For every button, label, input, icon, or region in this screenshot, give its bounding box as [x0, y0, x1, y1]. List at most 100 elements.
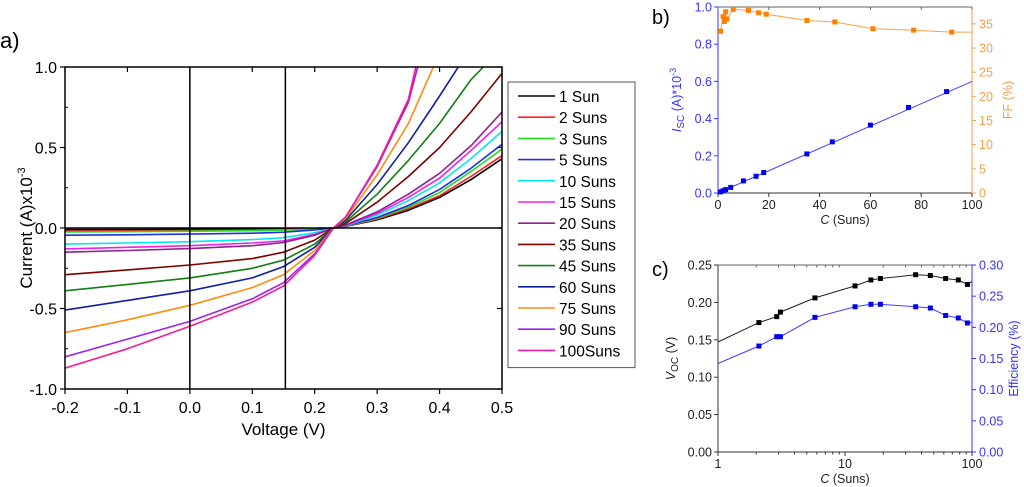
x-tick-label: 0 — [715, 198, 722, 212]
voc-data-point — [756, 320, 762, 326]
voc-data-point — [913, 272, 919, 278]
y-right-tick-label: 30 — [979, 42, 993, 56]
efficiency-data-point — [927, 305, 933, 311]
ff-data-point — [745, 7, 751, 13]
legend-label: 10 Suns — [559, 174, 616, 191]
x-tick-label: 100 — [962, 198, 983, 212]
ff-data-point — [718, 28, 724, 34]
voc-data-point — [955, 277, 961, 283]
panel-b: b) 0 20 40 60 80 100 0.0 0.2 0.4 0.6 0.8 1.0 0 5 10 15 20… — [652, 1, 1015, 228]
efficiency-data-point — [756, 343, 762, 349]
ff-data-point — [911, 27, 917, 33]
legend-box — [507, 81, 636, 369]
ff-data-point — [832, 19, 838, 25]
ff-data-point — [723, 9, 729, 15]
y-right-tick-label: 35 — [979, 17, 993, 31]
legend-label: 35 Suns — [559, 237, 616, 254]
x-tick-label: 0.1 — [241, 400, 263, 417]
efficiency-data-point — [774, 334, 780, 340]
x-axis-label-rest: (Suns) — [829, 213, 869, 227]
voc-data-point — [877, 275, 883, 281]
legend-label: 100Suns — [559, 343, 620, 360]
x-tick-label: -0.1 — [114, 400, 142, 417]
panel-a-label: a) — [0, 28, 20, 53]
x-tick-label: 0.0 — [179, 400, 201, 417]
y-axis-label-text: Current (A)x10 — [17, 177, 36, 288]
y-tick-label: 1.0 — [35, 60, 57, 77]
x-tick-label: 100 — [962, 457, 983, 471]
legend-label: 60 Suns — [559, 280, 616, 297]
y-right-tick-label: 0.00 — [979, 446, 1003, 460]
voc-data-point — [774, 314, 780, 320]
isc-data-point — [906, 104, 911, 110]
y-right-tick-label: 0.20 — [979, 321, 1003, 335]
y-left-tick-label: 0.6 — [695, 75, 712, 89]
voc-data-point — [812, 295, 818, 301]
iv-curve-90-suns — [65, 67, 419, 358]
voc-data-point — [943, 275, 949, 281]
voc-line — [717, 274, 973, 343]
y-left-label-main: I — [670, 128, 684, 132]
legend-label: 45 Suns — [559, 259, 616, 276]
y-right-tick-label: 0.25 — [979, 290, 1003, 304]
ff-data-point — [724, 16, 730, 22]
x-tick-label: 80 — [914, 198, 928, 212]
y-left-label-subscript: OC — [670, 357, 681, 372]
y-left-axis-label: ISC (A)*10-3 — [668, 68, 687, 132]
isc-data-point — [753, 173, 759, 179]
x-axis-label: Voltage (V) — [241, 420, 325, 439]
x-tick-label: 60 — [863, 198, 877, 212]
x-tick-label: 40 — [813, 198, 827, 212]
isc-data-point — [761, 170, 767, 176]
iv-curve-35-suns — [65, 72, 502, 276]
y-left-axis-label: VOC (V) — [664, 337, 681, 380]
efficiency-data-point — [913, 304, 919, 310]
ff-data-point — [763, 11, 769, 17]
y-left-tick-label: 0.00 — [688, 446, 712, 460]
legend-label: 3 Suns — [559, 131, 608, 148]
x-tick-label: 10 — [838, 457, 852, 471]
y-left-tick-label: 0.4 — [695, 112, 712, 126]
y-left-tick-label: 0.8 — [695, 38, 712, 52]
voc-data-point — [868, 277, 874, 283]
isc-data-point — [944, 89, 950, 95]
x-tick-label: 0.2 — [304, 400, 326, 417]
panel-a: a) -0.2 -0.1 0.0 0.1 0.2 0.3 0.4 0.5 -1.0 -0.5 0.0 0… — [0, 28, 636, 439]
x-axis-label: C (Suns) — [820, 213, 869, 227]
panel-c-label: c) — [652, 259, 669, 281]
y-tick-label: 0.0 — [35, 221, 57, 238]
x-tick-label: 20 — [762, 198, 776, 212]
panel-b-label: b) — [652, 7, 670, 29]
iv-curve-45-suns — [65, 67, 484, 292]
voc-data-point — [927, 272, 933, 278]
x-axis-label-italic: C — [820, 472, 830, 486]
ff-data-point — [756, 10, 762, 16]
efficiency-data-point — [777, 334, 783, 340]
y-right-tick-label: 20 — [979, 90, 993, 104]
y-right-tick-label: 15 — [979, 114, 993, 128]
y-left-tick-label: 0.20 — [688, 296, 712, 310]
isc-data-point — [867, 122, 873, 128]
y-left-tick-label: 0.0 — [695, 187, 712, 201]
x-tick-label: 1 — [715, 457, 722, 471]
voc-data-point — [777, 309, 783, 315]
ff-data-point — [804, 18, 810, 24]
x-axis-label-italic: C — [820, 213, 830, 227]
y-left-tick-label: 0.15 — [688, 333, 712, 347]
iv-curve-75-suns — [65, 67, 435, 334]
legend: 1 Sun 2 Suns 3 Suns 5 Suns 10 Suns 15 Suns 20 … — [507, 81, 636, 369]
isc-data-point — [804, 151, 810, 157]
x-tick-label: 0.4 — [428, 400, 450, 417]
isc-data-point — [723, 187, 729, 193]
isc-data-point — [720, 188, 726, 194]
y-left-tick-label: 1.0 — [695, 1, 712, 15]
y-right-tick-label: 0.15 — [979, 352, 1003, 366]
y-right-tick-label: 0 — [979, 187, 986, 201]
y-left-tick-label: 0.05 — [688, 408, 712, 422]
y-axis-label-superscript: -3 — [16, 167, 28, 177]
x-axis-label-rest: (Suns) — [829, 472, 869, 486]
y-left-label-superscript: -3 — [668, 68, 678, 76]
efficiency-data-point — [812, 314, 818, 320]
efficiency-data-point — [943, 312, 949, 318]
efficiency-line — [717, 303, 973, 364]
